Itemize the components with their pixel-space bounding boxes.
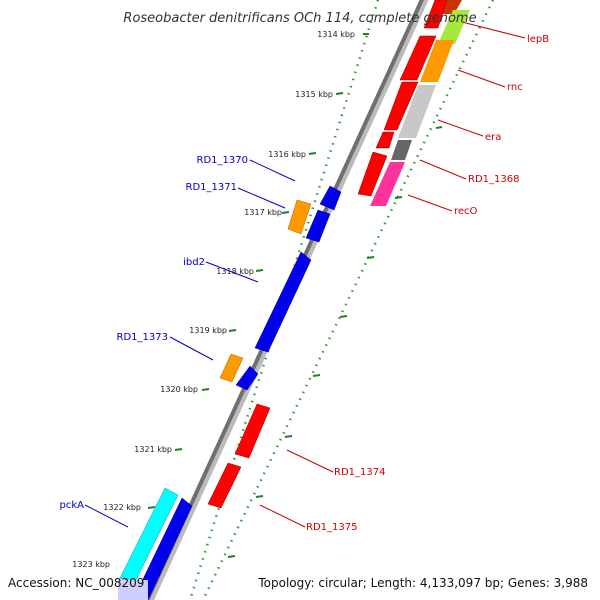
- tick-mark: [227, 555, 236, 558]
- leader-pckA: [84, 504, 129, 528]
- cds-era[interactable]: [375, 131, 395, 149]
- cog-block: [438, 10, 470, 44]
- leader-RD1-1371: [237, 187, 286, 209]
- forward-cds: [207, 0, 448, 509]
- leader-RD1-1374: [286, 449, 334, 473]
- gene-label-RD1-1375[interactable]: RD1_1375: [306, 522, 357, 533]
- cds-RD1-1371[interactable]: [305, 209, 331, 243]
- map-title: Roseobacter denitrificans OCh 114, compl…: [123, 11, 476, 26]
- gene-label-lepB[interactable]: lepB: [527, 34, 549, 45]
- cds-RD1-1374[interactable]: [234, 403, 271, 459]
- cds-rnc[interactable]: [383, 81, 419, 131]
- cog-block: [370, 162, 405, 206]
- cds-RD1-1370[interactable]: [319, 185, 342, 211]
- accession-text: Accession: NC_008209: [8, 576, 144, 590]
- cog-block: [391, 140, 412, 160]
- tick-mark: [339, 315, 348, 318]
- leader-RD1-1368: [419, 159, 467, 180]
- tick-label-1320: 1320 kbp: [160, 385, 198, 394]
- cog-block: [420, 40, 454, 82]
- cds-RD1-1373[interactable]: [235, 365, 259, 391]
- gene-label-RD1-1373[interactable]: RD1_1373: [117, 332, 168, 343]
- ticks: 1314 kbp 1315 kbp 1316 kbp 1317 kbp 1318…: [72, 30, 443, 569]
- leader-ibd2: [205, 261, 259, 283]
- tick-mark: [335, 92, 344, 95]
- topology-text: Topology: circular; Length: 4,133,097 bp…: [257, 576, 588, 590]
- leader-lines: [84, 21, 526, 528]
- cog-block: [439, 0, 462, 14]
- leader-RD1-1370: [249, 159, 296, 182]
- cog-block: [398, 85, 436, 138]
- tick-label-1318: 1318 kbp: [216, 267, 254, 276]
- cds-RD1-1368[interactable]: [357, 151, 388, 197]
- inner-dotted-ring: [201, 0, 495, 600]
- tick-mark: [281, 211, 290, 214]
- cds-lepB[interactable]: [399, 35, 437, 81]
- gene-label-RD1-1371[interactable]: RD1_1371: [186, 182, 237, 193]
- leader-era: [437, 119, 484, 137]
- tick-mark: [255, 495, 264, 498]
- gene-label-RD1-1370[interactable]: RD1_1370: [197, 155, 248, 166]
- tick-label-1319: 1319 kbp: [189, 326, 227, 335]
- gene-label-pckA[interactable]: pckA: [60, 500, 85, 511]
- tick-mark: [228, 329, 237, 332]
- tick-mark: [174, 448, 183, 451]
- cds-orange-2[interactable]: [219, 353, 244, 383]
- gene-labels: lepB rnc era RD1_1368 recO RD1_1370 RD1_…: [60, 34, 550, 533]
- tick-mark: [394, 196, 403, 199]
- cds-ibd2[interactable]: [254, 251, 312, 353]
- tick-mark: [147, 506, 156, 509]
- tick-mark: [308, 152, 317, 155]
- reverse-cds: [118, 185, 342, 600]
- tick-label-1314: 1314 kbp: [317, 30, 355, 39]
- cds-blue-bottom[interactable]: [132, 497, 193, 600]
- tick-mark: [255, 269, 264, 272]
- gene-label-RD1-1374[interactable]: RD1_1374: [334, 467, 385, 478]
- tick-label-1317: 1317 kbp: [244, 208, 282, 217]
- leader-RD1-1375: [259, 504, 306, 528]
- cds-RD1-1375[interactable]: [207, 462, 242, 509]
- leader-rnc: [457, 69, 506, 88]
- tick-label-1322: 1322 kbp: [103, 503, 141, 512]
- gene-label-era[interactable]: era: [485, 132, 501, 143]
- leader-lepB: [461, 21, 526, 39]
- tick-label-1316: 1316 kbp: [268, 150, 306, 159]
- gene-label-rnc[interactable]: rnc: [507, 82, 523, 93]
- tick-mark: [201, 388, 210, 391]
- tick-label-1321: 1321 kbp: [134, 445, 172, 454]
- cds-lepB-part[interactable]: [423, 0, 448, 29]
- tick-label-1323: 1323 kbp: [72, 560, 110, 569]
- cds-fade: [118, 580, 148, 600]
- leader-recO: [407, 194, 453, 212]
- gene-label-ibd2[interactable]: ibd2: [183, 257, 205, 268]
- tick-mark: [435, 126, 443, 129]
- gene-label-RD1-1368[interactable]: RD1_1368: [468, 174, 519, 185]
- tick-mark: [312, 374, 321, 377]
- cog-ring: [370, 0, 470, 206]
- tick-mark: [366, 256, 375, 259]
- cds-orange-1[interactable]: [287, 199, 312, 235]
- tick-label-1315: 1315 kbp: [295, 90, 333, 99]
- gene-label-recO[interactable]: recO: [454, 206, 478, 217]
- tick-mark: [284, 435, 293, 438]
- leader-RD1-1373: [169, 336, 214, 361]
